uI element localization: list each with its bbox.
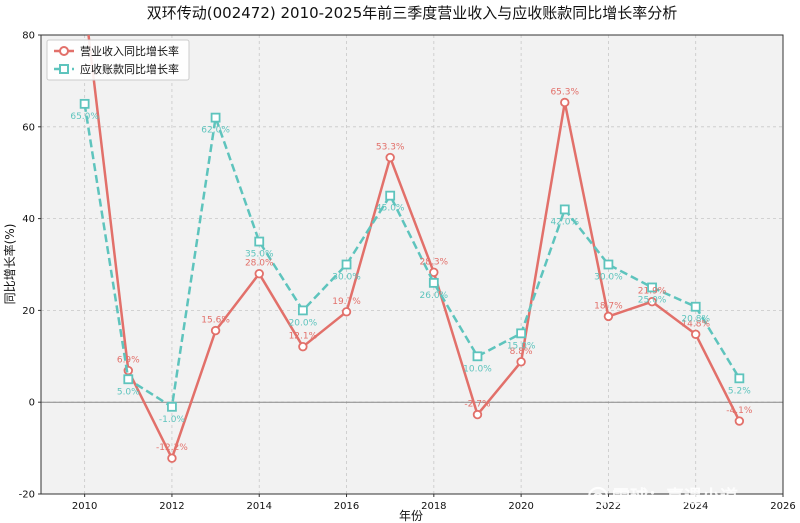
- plot-area: [41, 35, 783, 494]
- data-point-revenue: [560, 97, 570, 108]
- data-label: 62.0%: [201, 126, 230, 136]
- data-label: 65.3%: [550, 87, 579, 97]
- data-label: -2.7%: [464, 400, 491, 410]
- data-label: 15.0%: [507, 341, 536, 351]
- data-point-receivables: [734, 373, 745, 384]
- data-label: 45.0%: [376, 204, 405, 214]
- data-label: 5.0%: [117, 387, 140, 397]
- legend: 营业收入同比增长率 应收账款同比增长率: [46, 39, 190, 81]
- data-point-receivables: [123, 374, 134, 385]
- data-point-revenue: [429, 267, 439, 278]
- data-label: 6.9%: [117, 356, 140, 366]
- data-point-receivables: [210, 112, 221, 123]
- series-layer: [79, 34, 745, 463]
- data-point-receivables: [79, 98, 90, 109]
- data-label: 42.0%: [550, 217, 579, 227]
- y-tick-label: 0: [29, 398, 35, 409]
- data-label: 19.7%: [332, 297, 361, 307]
- data-label: -1.0%: [159, 415, 186, 425]
- series-line-0: [87, 34, 741, 460]
- snowball-logo-icon: [587, 486, 609, 508]
- data-label: 21.9%: [638, 287, 667, 297]
- legend-item-revenue: 营业收入同比增长率: [54, 44, 179, 58]
- data-label: 30.0%: [594, 273, 623, 283]
- data-point-receivables: [516, 328, 527, 339]
- data-label: -4.1%: [726, 406, 753, 416]
- data-point-receivables: [690, 301, 701, 312]
- data-point-revenue: [298, 341, 308, 352]
- y-axis-title: 同比增长率(%): [2, 224, 17, 305]
- watermark: 雪球：喜遇小道: [587, 486, 738, 508]
- data-label: 8.8%: [510, 347, 533, 357]
- x-tick-label: 2024: [683, 501, 708, 512]
- y-tick-label: 60: [22, 122, 35, 133]
- watermark-text: 雪球：喜遇小道: [612, 486, 738, 508]
- x-tick-label: 2020: [508, 501, 533, 512]
- legend-label-receivables: 应收账款同比增长率: [80, 62, 179, 76]
- x-tick-label: 2012: [159, 501, 184, 512]
- data-label: 65.0%: [70, 112, 99, 122]
- data-point-receivables: [385, 190, 396, 201]
- y-tick-label: 20: [22, 306, 35, 317]
- y-tick-label: 40: [22, 214, 35, 225]
- data-point-receivables: [297, 305, 308, 316]
- legend-label-revenue: 营业收入同比增长率: [80, 44, 179, 58]
- data-point-receivables: [647, 282, 657, 293]
- data-point-receivables: [559, 204, 570, 215]
- data-label: 35.0%: [245, 250, 274, 260]
- data-point-revenue: [167, 453, 177, 463]
- data-label: 26.0%: [420, 291, 449, 301]
- data-point-receivables: [254, 236, 265, 247]
- data-label: 10.0%: [463, 364, 492, 374]
- data-label: 15.6%: [201, 316, 230, 326]
- data-point-revenue: [647, 296, 657, 307]
- data-label: 28.3%: [420, 257, 449, 267]
- data-point-revenue: [603, 311, 614, 322]
- x-axis-title: 年份: [399, 509, 423, 523]
- legend-item-receivables: 应收账款同比增长率: [54, 62, 179, 76]
- x-tick-label: 2026: [770, 501, 795, 512]
- legend-marker-receivables: [59, 64, 69, 74]
- data-point-receivables: [603, 259, 614, 270]
- x-tick-label: 2010: [72, 501, 97, 512]
- chart-title: 双环传动(002472) 2010-2025年前三季度营业收入与应收账款同比增长…: [147, 4, 678, 22]
- y-tick-label: -20: [19, 490, 35, 501]
- data-label: 30.0%: [332, 273, 361, 283]
- axes: -20 0 20 40 60 80 2010 2012 2014 2016 2018 2020 2022…: [19, 31, 796, 513]
- data-label: 20.8%: [681, 315, 710, 325]
- plot-background: [41, 35, 783, 494]
- data-labels: 6.9% -12.2% 15.6% 28.0% 12.1% 19.7% 53.3% 28.3%…: [70, 87, 753, 453]
- data-label: 12.1%: [289, 332, 318, 342]
- data-point-revenue: [516, 357, 526, 367]
- data-point-revenue: [472, 409, 483, 420]
- data-point-revenue: [691, 329, 701, 339]
- data-point-revenue: [385, 152, 395, 163]
- data-point-revenue: [341, 307, 352, 317]
- data-point-revenue: [254, 268, 264, 279]
- data-label: 14.8%: [681, 319, 710, 329]
- data-point-receivables: [428, 277, 439, 288]
- data-point-revenue: [734, 416, 745, 426]
- data-label: 18.7%: [594, 301, 623, 311]
- data-point-receivables: [472, 351, 483, 362]
- y-tick-label: 80: [22, 31, 35, 42]
- data-label: 20.0%: [289, 318, 318, 328]
- data-point-revenue: [210, 325, 221, 336]
- data-point-receivables: [341, 259, 352, 270]
- x-tick-label: 2018: [421, 501, 446, 512]
- legend-box: [46, 39, 190, 81]
- plot-frame: [40, 34, 784, 495]
- legend-marker-revenue: [59, 46, 69, 56]
- data-label: 5.2%: [728, 386, 751, 396]
- x-tick-label: 2022: [596, 501, 621, 512]
- data-label: 53.3%: [376, 143, 405, 153]
- x-tick-label: 2014: [247, 501, 272, 512]
- data-label: 25.0%: [638, 295, 667, 305]
- x-tick-label: 2016: [334, 501, 359, 512]
- data-point-receivables: [167, 401, 177, 412]
- data-label: 28.0%: [245, 259, 274, 269]
- data-label: -12.2%: [156, 443, 188, 453]
